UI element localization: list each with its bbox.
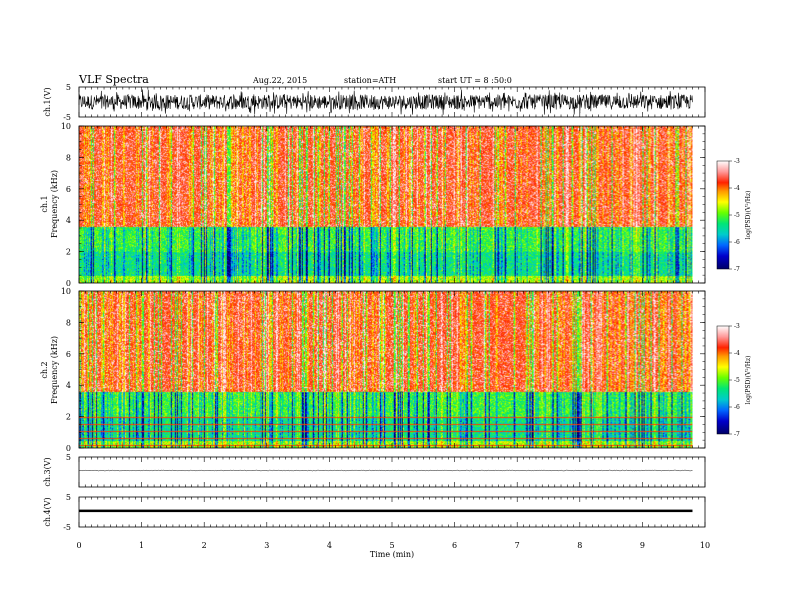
colorbar-tick-label: -4 bbox=[734, 185, 740, 192]
colorbar-tick-label: -6 bbox=[734, 239, 740, 246]
frequency-tick-label: 2 bbox=[66, 413, 71, 422]
frequency-tick-label: 0 bbox=[66, 279, 71, 288]
frequency-tick-label: 6 bbox=[66, 185, 71, 194]
ch2-colorbar-ticks: -3 -4 -5 -6 -7 bbox=[729, 323, 740, 438]
colorbar-tick-label: -7 bbox=[734, 266, 740, 273]
ch4-waveform-ytick-bottom: -5 bbox=[63, 523, 71, 532]
time-axis-tick-label: 3 bbox=[264, 541, 269, 550]
ch3-waveform-ytick-top: 5 bbox=[66, 453, 71, 462]
time-axis-tick-label: 6 bbox=[452, 541, 457, 550]
ch1-waveform-ytick-top: 5 bbox=[66, 83, 71, 92]
ch2-colorbar bbox=[716, 325, 730, 435]
ch4-waveform-ylabel: ch.4(V) bbox=[43, 497, 52, 526]
ch2-spectrogram-xticks bbox=[78, 291, 706, 448]
ch4-waveform-panel: 5 -5 ch.4(V) bbox=[43, 493, 706, 532]
figure-date: Aug.22, 2015 bbox=[252, 76, 307, 85]
ch1-spectrogram-xticks bbox=[78, 126, 706, 283]
time-axis-label: Time (min) bbox=[370, 550, 414, 559]
colorbar-tick-label: -5 bbox=[734, 212, 740, 219]
frequency-tick-label: 10 bbox=[61, 122, 71, 131]
ch2-spectrogram-ylabel: Frequency (kHz) bbox=[50, 336, 59, 404]
time-axis-tick-label: 4 bbox=[327, 541, 332, 550]
ch1-waveform-ytick-bottom: -5 bbox=[63, 113, 71, 122]
ch3-waveform-ylabel: ch.3(V) bbox=[43, 457, 52, 486]
ch1-colorbar bbox=[716, 160, 730, 270]
ch2-spectrogram-channel-label: ch.2 bbox=[40, 361, 49, 378]
time-axis-tick-label: 0 bbox=[76, 541, 81, 550]
time-axis-tick-label: 9 bbox=[640, 541, 645, 550]
colorbar-tick-label: -4 bbox=[734, 350, 740, 357]
ch1-colorbar-label: log(PSD)(V²/Hz) bbox=[745, 191, 752, 240]
colorbar-tick-label: -7 bbox=[734, 431, 740, 438]
ch1-spectrogram-ylabel: Frequency (kHz) bbox=[50, 170, 59, 238]
time-axis-tick-label: 5 bbox=[389, 541, 394, 550]
frequency-tick-label: 8 bbox=[66, 153, 71, 162]
time-axis-tick-label: 7 bbox=[515, 541, 520, 550]
figure-title: VLF Spectra bbox=[78, 73, 149, 86]
frequency-tick-label: 4 bbox=[66, 381, 71, 390]
ch4-waveform-trace bbox=[79, 509, 693, 513]
ch2-colorbar-label: log(PSD)(V²/Hz) bbox=[745, 356, 752, 405]
ch2-spectrogram-image bbox=[79, 291, 693, 448]
ch3-waveform-xticks bbox=[78, 457, 706, 487]
ch1-colorbar-ticks: -3 -4 -5 -6 -7 bbox=[729, 158, 740, 273]
figure-station: station=ATH bbox=[344, 76, 396, 85]
ch1-waveform-xticks bbox=[78, 87, 706, 117]
ch2-spectrogram-yticks: 0 2 4 6 8 10 bbox=[61, 287, 705, 453]
frequency-tick-label: 2 bbox=[66, 248, 71, 257]
colorbar-tick-label: -3 bbox=[734, 323, 740, 330]
time-axis-tick-label: 2 bbox=[202, 541, 207, 550]
ch3-waveform-panel: 5 ch.3(V) bbox=[43, 453, 706, 488]
ch4-waveform-xticks bbox=[78, 497, 706, 527]
ch1-spectrogram-image bbox=[79, 126, 693, 283]
figure-start-time: start UT = 8 :50:0 bbox=[438, 76, 512, 85]
time-axis-tick-label: 1 bbox=[139, 541, 144, 550]
ch1-waveform-ylabel: ch.1(V) bbox=[43, 87, 52, 116]
time-axis-tick-label: 8 bbox=[577, 541, 582, 550]
time-axis-tick-label: 10 bbox=[700, 541, 710, 550]
ch1-waveform-trace bbox=[78, 89, 693, 115]
frequency-tick-label: 0 bbox=[66, 444, 71, 453]
frequency-tick-label: 6 bbox=[66, 350, 71, 359]
colorbar-tick-label: -3 bbox=[734, 158, 740, 165]
ch1-spectrogram-yticks: 0 2 4 6 8 10 bbox=[61, 122, 705, 288]
colorbar-tick-label: -6 bbox=[734, 404, 740, 411]
frequency-tick-label: 4 bbox=[66, 216, 71, 225]
ch4-waveform-ytick-top: 5 bbox=[66, 493, 71, 502]
ch1-waveform-panel: 5 -5 ch.1(V) bbox=[43, 83, 706, 122]
ch3-waveform-trace bbox=[78, 469, 693, 472]
frequency-tick-label: 10 bbox=[61, 287, 71, 296]
time-axis-tick-labels: 0 1 2 3 4 5 6 7 8 9 10 bbox=[76, 541, 710, 550]
frequency-tick-label: 8 bbox=[66, 318, 71, 327]
colorbar-tick-label: -5 bbox=[734, 377, 740, 384]
ch1-spectrogram-channel-label: ch.1 bbox=[40, 195, 49, 212]
